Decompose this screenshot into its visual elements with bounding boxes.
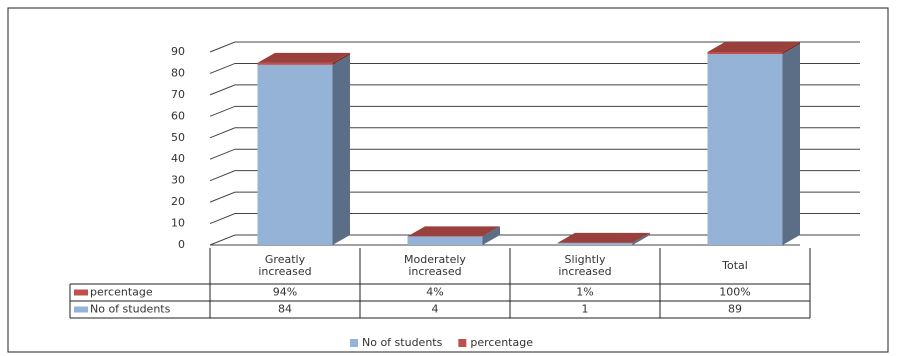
y-tick-label: 20 [171, 195, 185, 208]
bar-side [332, 54, 350, 245]
legend-label: No of students [362, 336, 443, 349]
bar-front [557, 242, 633, 245]
table-value: 4% [426, 286, 443, 299]
legend-key [350, 339, 358, 347]
table-series-name: percentage [90, 286, 153, 299]
table-legend-key [74, 289, 88, 296]
grid-line [209, 191, 860, 203]
table-legend-key [74, 306, 88, 313]
y-tick-label: 10 [171, 217, 185, 230]
grid-line [209, 148, 860, 160]
table-value: 89 [728, 303, 742, 316]
bar-top [407, 226, 500, 237]
bar-top [557, 232, 650, 243]
grid-line [209, 170, 860, 182]
y-tick-label: 70 [171, 88, 185, 101]
table-grid [69, 248, 811, 319]
table-value: 1 [582, 303, 589, 316]
table-value: 84 [278, 303, 292, 316]
y-tick-label: 90 [171, 45, 185, 58]
bar-segment [707, 42, 800, 55]
table-value: 94% [273, 286, 297, 299]
table-value: 100% [719, 286, 750, 299]
legend-label: percentage [470, 336, 533, 349]
table-value: 4 [432, 303, 439, 316]
y-tick-label: 40 [171, 152, 185, 165]
bar-side [632, 232, 650, 243]
table-series-name: No of students [90, 303, 171, 316]
bar-front [707, 52, 783, 55]
chart-border [7, 7, 889, 353]
grid-line [209, 84, 860, 96]
table-value: 1% [576, 286, 593, 299]
bar-top [257, 52, 350, 63]
grid-line [209, 105, 860, 117]
legend-key [458, 339, 467, 347]
grid-line [209, 234, 860, 246]
category-label: Moderately increased [404, 253, 466, 278]
bar-side [482, 226, 500, 237]
bar-side [782, 44, 800, 246]
category-label: Total [721, 259, 748, 272]
bar-side [782, 42, 800, 55]
y-tick-label: 50 [171, 131, 185, 144]
bar-front [257, 64, 333, 245]
y-tick-label: 80 [171, 66, 185, 79]
bar-top [707, 42, 800, 52]
bar-segment [557, 232, 650, 245]
bar-front [707, 54, 783, 246]
bar-segment [257, 54, 350, 245]
grid-line [209, 62, 860, 74]
bar-side [482, 226, 500, 245]
bar-front [257, 62, 333, 65]
y-tick-label: 30 [171, 174, 185, 187]
bar-side [332, 52, 350, 65]
bar-segment [407, 226, 500, 237]
bar-side [632, 232, 650, 245]
bar-segment [557, 232, 650, 243]
y-tick-label: 60 [171, 109, 185, 122]
y-tick-label: 0 [178, 238, 185, 251]
category-label: Greatly increased [258, 253, 311, 278]
grid-line [209, 127, 860, 139]
bar-segment [257, 52, 350, 65]
grid-line [209, 213, 860, 225]
bar-segment [407, 226, 500, 245]
category-label: Slightly increased [558, 253, 611, 278]
bar-segment [707, 44, 800, 246]
bar-front [407, 236, 483, 245]
grid-line [209, 41, 860, 53]
